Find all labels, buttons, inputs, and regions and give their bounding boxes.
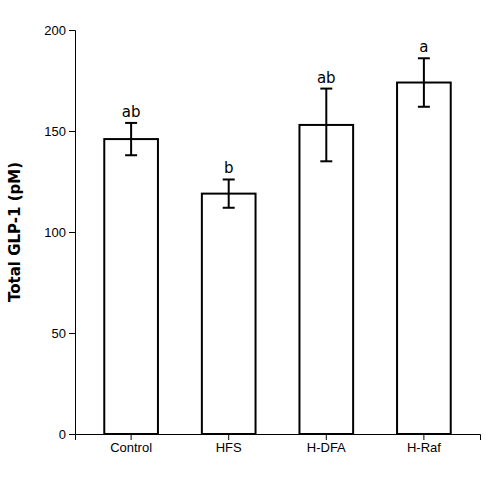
x-tick-label: HFS [216,440,242,455]
x-tick-mark [423,434,424,440]
x-tick: H-DFA [307,434,346,455]
error-bar-cap [223,207,235,209]
y-tick-mark [69,131,75,132]
annotation: b [224,159,234,177]
annotations: ab b ab a [122,38,429,177]
error-bar-cap [418,57,430,59]
y-tick: 150 [44,124,75,139]
x-axis: Control HFS H-DFA H-Raf [76,434,481,455]
y-tick-mark [69,232,75,233]
x-tick-mark [228,434,229,440]
error-bar-cap [418,106,430,108]
y-tick-mark [69,30,75,31]
y-tick-label: 200 [44,23,66,38]
error-bar-stem [130,123,132,155]
annotation: a [419,38,428,56]
y-axis: 0 50 100 150 200 [44,23,75,442]
bar [299,125,353,434]
error-bar [125,123,137,155]
annotation: ab [122,103,141,121]
x-tick: HFS [216,434,242,455]
error-bar-stem [228,179,230,207]
error-bar-cap [125,154,137,156]
error-bar-cap [320,88,332,90]
x-tick-mark [326,434,327,440]
error-bar-stem [423,58,425,106]
y-tick-mark [69,333,75,334]
y-tick: 0 [59,427,75,442]
error-bar-stem [325,89,327,162]
y-tick: 100 [44,225,75,240]
x-tick-label: H-DFA [307,440,346,455]
x-tick: H-Raf [407,434,441,455]
x-tick-label: H-Raf [407,440,441,455]
error-bar [320,89,332,162]
chart-container: ab b ab a 0 50 100 150 200 Control HFS H-DFA H-Raf To… [0,0,500,484]
y-axis-line [69,31,76,435]
bar [397,83,451,434]
bar [104,139,158,434]
y-tick-label: 100 [44,225,66,240]
y-tick-label: 150 [44,124,66,139]
y-axis-title: Total GLP-1 (pM) [6,162,24,302]
y-tick-label: 50 [52,326,66,341]
x-axis-line [76,435,481,441]
plot-area: ab b ab a 0 50 100 150 200 Control HFS H-DFA H-Raf [44,23,480,456]
bar [202,194,256,434]
error-bar [223,179,235,207]
annotation: ab [317,69,336,87]
x-tick-mark [131,434,132,440]
marks [104,58,450,434]
x-tick: Control [110,434,152,455]
error-bar-cap [125,122,137,124]
error-bar-cap [320,160,332,162]
y-tick: 200 [44,23,75,38]
chart-svg: ab b ab a 0 50 100 150 200 Control HFS H-DFA H-Raf To… [0,0,500,484]
y-tick: 50 [52,326,75,341]
y-tick-mark [69,434,75,435]
error-bar-cap [223,178,235,180]
error-bar [418,58,430,106]
y-tick-label: 0 [59,427,66,442]
x-tick-label: Control [110,440,152,455]
